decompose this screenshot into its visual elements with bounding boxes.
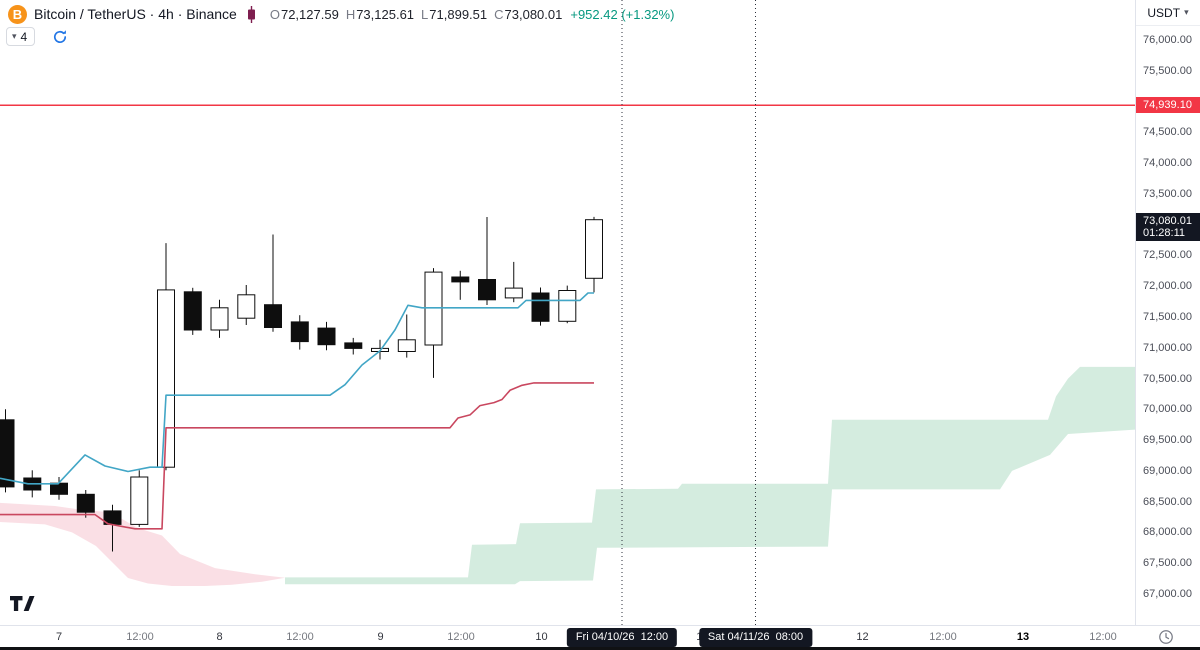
price-tick-label: 70,000.00	[1143, 403, 1192, 416]
time-tick-label: 8	[216, 631, 223, 643]
price-tick-label: 72,000.00	[1143, 280, 1192, 293]
bear-candle	[531, 292, 550, 322]
bull-candle	[237, 294, 256, 319]
price-tick-label: 72,500.00	[1143, 249, 1192, 262]
price-tick-label: 73,500.00	[1143, 187, 1192, 200]
time-tick-label: 12:00	[1089, 631, 1117, 643]
bearish-kumo-cloud	[0, 502, 285, 586]
chevron-down-icon: ▾	[12, 31, 17, 41]
date-marker-badge: Fri 04/10/26 12:00	[566, 628, 678, 647]
time-tick-label: 12:00	[929, 631, 957, 643]
currency-label: USDT	[1147, 5, 1181, 20]
time-tick-label: 13	[1016, 631, 1030, 643]
bear-candle	[344, 342, 363, 349]
kijun-sen-line	[0, 382, 594, 530]
bitcoin-logo-icon: B	[8, 4, 27, 24]
bear-candle	[478, 279, 496, 301]
bear-candle	[264, 304, 282, 329]
high-label: H	[345, 6, 356, 22]
chevron-down-icon: ▾	[1184, 7, 1189, 17]
low-label: L	[421, 6, 429, 22]
bull-candle	[130, 476, 149, 525]
last-price-value: 73,080.01	[1143, 214, 1192, 227]
price-tick-label: 70,500.00	[1143, 372, 1192, 385]
bear-candle	[317, 327, 336, 346]
bull-candle	[585, 219, 603, 279]
time-tick-label: 12:00	[286, 631, 314, 643]
date-marker-badge: Sat 04/11/26 08:00	[698, 628, 813, 647]
close-label: C	[494, 6, 504, 22]
price-tick-label: 75,500.00	[1143, 64, 1192, 77]
tenkan-sen-line	[0, 292, 594, 485]
price-tick-label: 74,000.00	[1143, 157, 1192, 170]
bar-countdown: 01:28:11	[1143, 226, 1186, 239]
collapsed-indicator-count: 4	[20, 29, 28, 44]
time-tick-label: 7	[55, 631, 63, 643]
price-tick-label: 71,000.00	[1143, 341, 1192, 354]
bear-candle	[50, 482, 68, 495]
time-tick-label: 12:00	[126, 631, 154, 643]
price-tick-label: 68,000.00	[1143, 526, 1192, 539]
price-tick-label: 68,500.00	[1143, 495, 1192, 508]
price-tick-label: 69,500.00	[1143, 434, 1192, 447]
bull-candle	[397, 339, 416, 352]
open-label: O	[269, 6, 280, 22]
bull-candle	[558, 290, 577, 322]
symbol-title[interactable]: Bitcoin / TetherUS · 4h · Binance	[34, 6, 237, 22]
alert-price-badge: 74,939.10	[1136, 97, 1200, 114]
bear-candle	[290, 321, 309, 343]
bear-candle	[451, 276, 470, 283]
price-tick-label: 74,500.00	[1143, 126, 1192, 139]
chart-canvas[interactable]	[0, 0, 1135, 625]
price-tick-label: 69,000.00	[1143, 464, 1192, 477]
legend-toolbar: ▾ 4	[6, 27, 68, 46]
bull-candle	[504, 287, 523, 299]
open-value: 72,127.59	[280, 6, 339, 22]
bullish-kumo-cloud	[285, 366, 1135, 585]
window-bottom-edge	[0, 647, 1200, 650]
price-tick-label: 71,500.00	[1143, 311, 1192, 323]
ohlc-readout: O 72,127.59 H 73,125.61 L 71,899.51 C 73…	[263, 7, 675, 22]
last-price-badge: 73,080.01 01:28:11	[1136, 212, 1200, 241]
bull-candle	[210, 307, 229, 331]
bear-candle	[0, 419, 15, 488]
bear-candle	[76, 493, 95, 513]
chart-legend: B Bitcoin / TetherUS · 4h · Binance O 72…	[8, 3, 674, 25]
price-axis[interactable]: USDT ▾ 76,000.00 75,500.00 74,500.00 74,000…	[1135, 0, 1200, 625]
time-tick-label: 12:00	[447, 631, 475, 643]
candlestick-chart-icon	[247, 5, 255, 23]
close-value: 73,080.01	[504, 6, 563, 22]
change-value: +952.42 (+1.32%)	[570, 6, 675, 22]
refresh-icon[interactable]	[52, 29, 68, 45]
bull-candle	[157, 289, 175, 468]
price-tick-label: 76,000.00	[1143, 34, 1192, 46]
price-tick-label: 67,500.00	[1143, 557, 1192, 570]
low-value: 71,899.51	[429, 6, 488, 22]
time-tick-label: 10	[535, 631, 548, 643]
price-tick-label: 67,000.00	[1143, 588, 1192, 600]
time-tick-label: 9	[377, 631, 384, 643]
tradingview-logo[interactable]	[10, 596, 37, 616]
indicators-collapse-button[interactable]: ▾ 4	[6, 27, 36, 46]
time-tick-label: 12	[856, 631, 869, 643]
high-value: 73,125.61	[356, 6, 415, 22]
timezone-clock-icon[interactable]	[1158, 629, 1174, 645]
bear-candle	[183, 291, 202, 331]
currency-toggle[interactable]: USDT ▾	[1136, 0, 1200, 26]
